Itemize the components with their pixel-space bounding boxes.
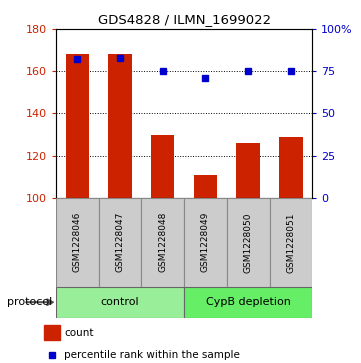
Text: count: count	[64, 328, 94, 338]
Bar	[227, 198, 270, 287]
Bar	[108, 54, 132, 198]
Text: GSM1228047: GSM1228047	[116, 212, 125, 273]
Bar	[99, 198, 142, 287]
Text: GSM1228050: GSM1228050	[244, 212, 253, 273]
Text: GSM1228046: GSM1228046	[73, 212, 82, 273]
Bar	[236, 143, 260, 198]
Bar	[151, 135, 174, 198]
Bar	[142, 198, 184, 287]
Bar	[184, 287, 312, 318]
Text: protocol: protocol	[7, 297, 52, 307]
Bar	[56, 287, 184, 318]
Text: GSM1228049: GSM1228049	[201, 212, 210, 273]
Text: GSM1228048: GSM1228048	[158, 212, 167, 273]
Text: control: control	[101, 297, 139, 307]
Bar	[44, 325, 60, 340]
Bar	[184, 198, 227, 287]
Bar	[56, 198, 99, 287]
Title: GDS4828 / ILMN_1699022: GDS4828 / ILMN_1699022	[97, 13, 271, 26]
Text: GSM1228051: GSM1228051	[286, 212, 295, 273]
Text: CypB depletion: CypB depletion	[206, 297, 291, 307]
Text: percentile rank within the sample: percentile rank within the sample	[64, 351, 240, 360]
Bar	[66, 54, 89, 198]
Bar	[279, 136, 303, 198]
Bar	[194, 175, 217, 198]
Bar	[270, 198, 312, 287]
